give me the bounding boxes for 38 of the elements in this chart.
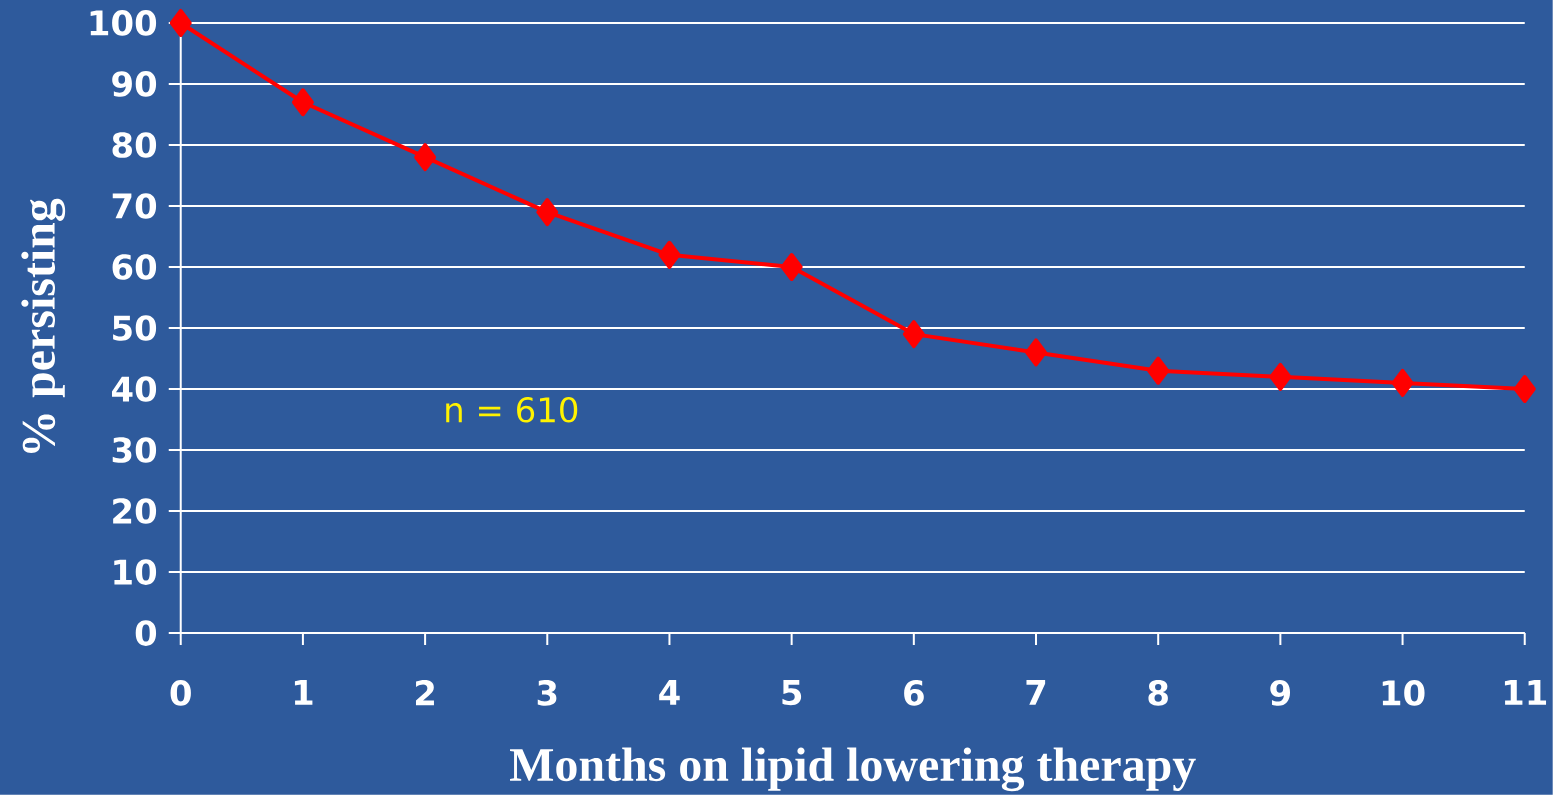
y-tick-label: 50: [113, 315, 157, 341]
point: [1391, 368, 1414, 397]
y-tick-label: 60: [112, 254, 157, 280]
x-axis-title: Months on lipid lowering therapy: [510, 747, 1196, 792]
point: [902, 320, 925, 349]
x-tick-label: 8: [1148, 680, 1168, 706]
y-tick-label: 20: [113, 498, 157, 524]
y-tick-label: 0: [135, 620, 157, 646]
point: [169, 9, 192, 37]
y-tick-label: 10: [114, 559, 157, 585]
x-tick-label: 6: [904, 680, 924, 706]
point: [658, 240, 681, 269]
x-tick-label: 2: [415, 680, 434, 706]
x-tick-label: 4: [659, 680, 680, 705]
point: [291, 88, 314, 117]
y-tick-label: 70: [112, 193, 157, 219]
x-tick-label: 3: [537, 680, 557, 706]
x-tick-label: 9: [1270, 680, 1291, 706]
y-tick-label: 40: [111, 376, 157, 402]
annotation: n = 610: [446, 396, 578, 423]
point: [1147, 356, 1170, 385]
point: [1269, 362, 1292, 391]
x-tick-label: 11: [1504, 680, 1547, 705]
y-tick-label: 100: [90, 10, 157, 36]
point: [1513, 375, 1536, 404]
point: [536, 198, 559, 227]
x-tick-label: 0: [170, 680, 191, 706]
x-tick-label: 7: [1026, 680, 1046, 705]
point: [1025, 338, 1047, 367]
x-tick-label: 5: [782, 680, 802, 706]
y-tick-label: 30: [112, 437, 157, 463]
x-tick-label: 1: [294, 680, 313, 705]
y-tick-label: 90: [112, 71, 157, 97]
y-axis-title: % persisting: [21, 198, 66, 453]
point: [780, 253, 803, 282]
point: [414, 143, 437, 172]
x-tick-label: 10: [1382, 680, 1425, 706]
y-tick-label: 80: [112, 132, 157, 158]
